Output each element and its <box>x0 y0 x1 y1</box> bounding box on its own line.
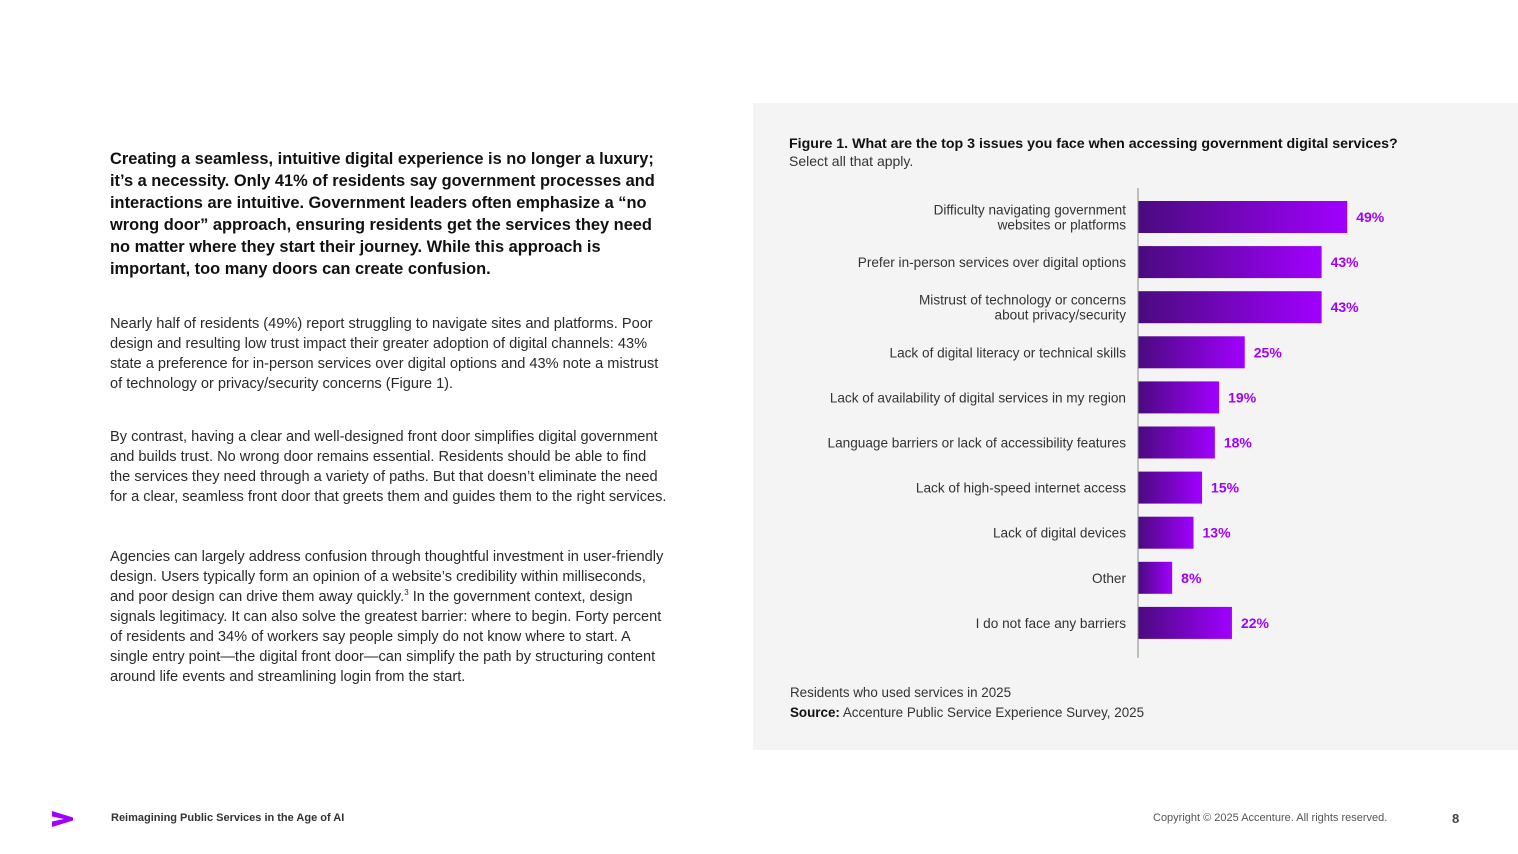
bar <box>1138 471 1203 504</box>
figure-note: Residents who used services in 2025 <box>790 685 1012 700</box>
body-paragraph-3-part-b: In the government context, design signal… <box>110 589 662 685</box>
bar-value-label: 43% <box>1331 254 1360 270</box>
bar-value-label: 22% <box>1241 615 1270 631</box>
category-label: Lack of availability of digital services… <box>830 390 1126 405</box>
body-paragraph-3: Agencies can largely address confusion t… <box>110 547 670 687</box>
bar-value-label: 15% <box>1211 480 1240 496</box>
bar-value-label: 19% <box>1228 389 1257 405</box>
source-text: Accenture Public Service Experience Surv… <box>839 705 1145 720</box>
bar-value-label: 49% <box>1356 209 1385 225</box>
category-label: Lack of digital devices <box>993 526 1126 541</box>
bar-value-label: 13% <box>1203 525 1232 541</box>
lead-paragraph: Creating a seamless, intuitive digital e… <box>110 150 655 278</box>
source-label: Source: <box>790 705 840 720</box>
figure-source: Source: Accenture Public Service Experie… <box>790 705 1144 720</box>
page-number: 8 <box>1452 811 1460 826</box>
bar <box>1138 516 1194 549</box>
body-paragraph-2: By contrast, having a clear and well-des… <box>110 429 667 505</box>
figure-subtitle: Select all that apply. <box>789 153 914 169</box>
accenture-chevron-icon <box>52 811 73 827</box>
footer-document-title: Reimagining Public Services in the Age o… <box>111 812 345 824</box>
bar-value-label: 18% <box>1224 435 1253 451</box>
bar <box>1138 381 1220 414</box>
category-label: Prefer in-person services over digital o… <box>858 255 1126 270</box>
category-label: Lack of high-speed internet access <box>916 481 1126 496</box>
footer-copyright: Copyright © 2025 Accenture. All rights r… <box>1153 812 1388 824</box>
category-label: I do not face any barriers <box>976 616 1127 631</box>
body-paragraph-3-part-a: Agencies can largely address confusion t… <box>110 549 664 605</box>
category-label: Language barriers or lack of accessibili… <box>828 436 1127 451</box>
category-label: Mistrust of technology or concerns about … <box>919 293 1126 323</box>
category-label: Difficulty navigating government websites… <box>934 203 1127 233</box>
footnote-ref: 3 <box>404 588 409 598</box>
bar <box>1138 561 1173 594</box>
figure-panel <box>753 103 1518 750</box>
bar-value-label: 8% <box>1181 570 1202 586</box>
bar <box>1138 336 1245 369</box>
figure-title: Figure 1. What are the top 3 issues you … <box>789 136 1398 152</box>
bar <box>1138 426 1215 459</box>
bar-value-label: 25% <box>1254 344 1283 360</box>
bar <box>1138 291 1322 324</box>
body-paragraph-1: Nearly half of residents (49%) report st… <box>110 316 659 392</box>
bar <box>1138 606 1232 639</box>
bar-value-label: 43% <box>1331 299 1360 315</box>
bar-chart: 49% Difficulty navigating government websi… <box>828 188 1385 658</box>
category-label: Lack of digital literacy or technical sk… <box>890 345 1127 360</box>
category-label: Other <box>1092 571 1126 586</box>
bar <box>1138 246 1322 279</box>
bar <box>1138 201 1348 233</box>
